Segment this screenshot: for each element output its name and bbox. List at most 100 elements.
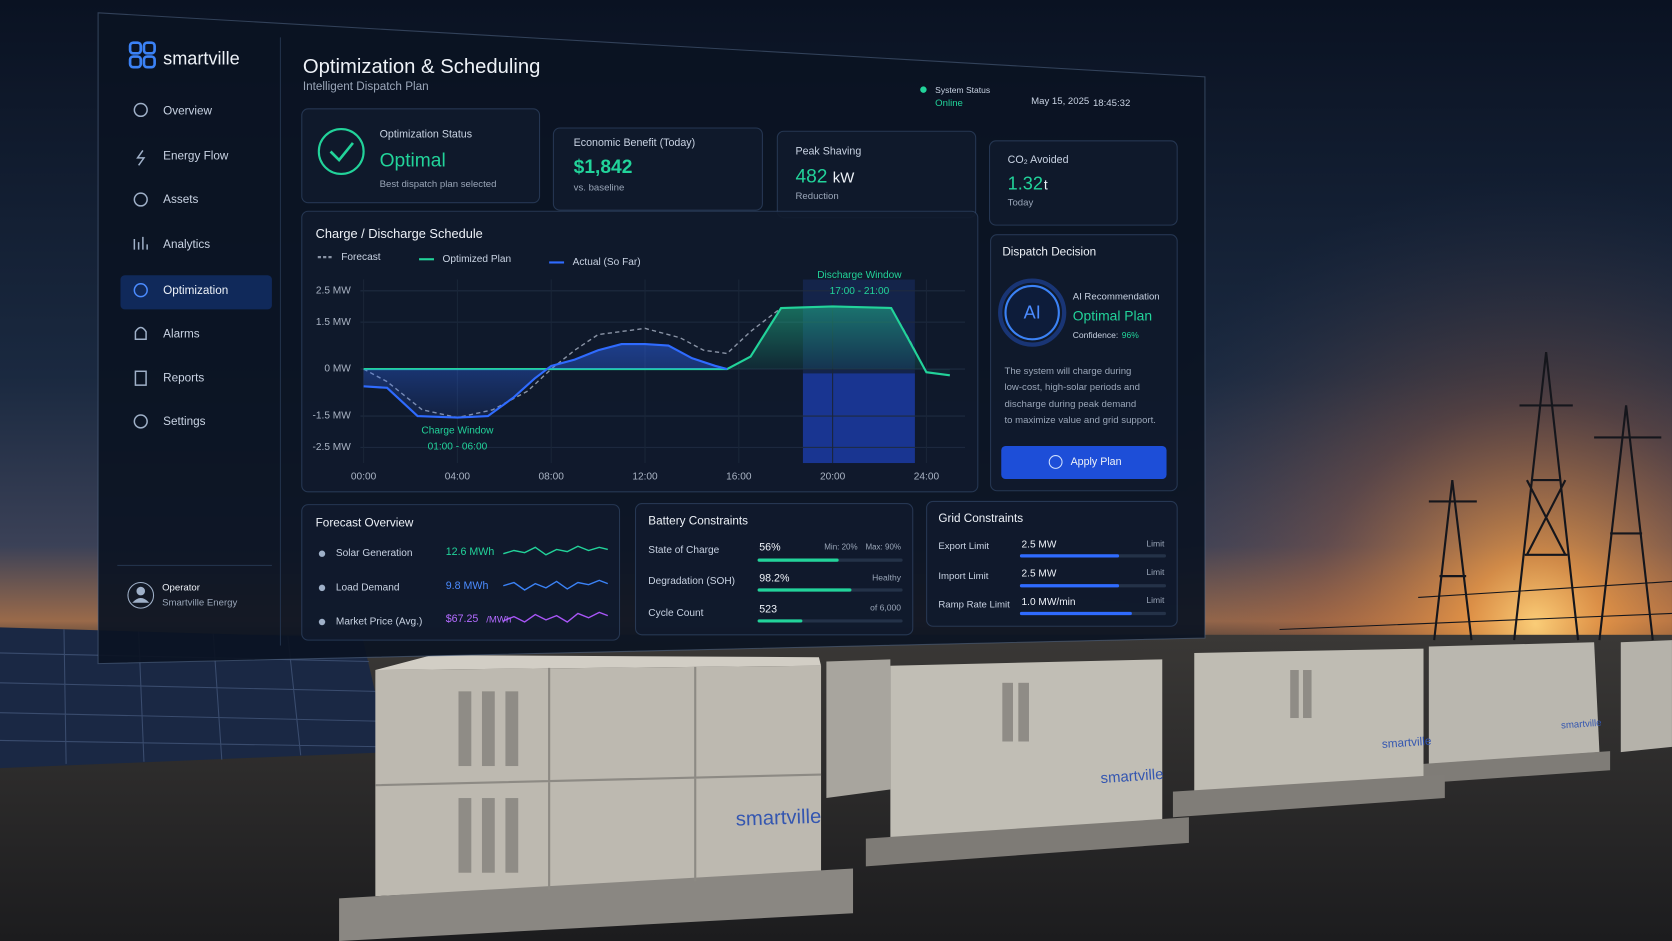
- rect: [301, 504, 621, 641]
- kpi-value: $1,842: [573, 155, 633, 178]
- battery-title: Battery Constraints: [648, 514, 749, 528]
- dispatch-title: Dispatch Decision: [1002, 245, 1097, 259]
- kpi-value: 1.32: [1007, 173, 1043, 194]
- nav-item-active[interactable]: Optimization: [163, 284, 229, 298]
- path: [329, 142, 354, 163]
- circle: [133, 102, 148, 118]
- polyline: [503, 545, 608, 556]
- path: [133, 236, 148, 250]
- ai-badge: AI: [1023, 302, 1041, 323]
- brand: smartville: [163, 48, 240, 69]
- forecast-title: Forecast Overview: [315, 516, 414, 530]
- nav-item[interactable]: Reports: [163, 371, 205, 385]
- y-tick-label: 1.5 MW: [316, 317, 351, 328]
- rect: [481, 691, 495, 767]
- solar-array: [0, 627, 390, 769]
- y-tick-label: 0 MW: [324, 364, 351, 375]
- battery-note: Healthy: [872, 572, 902, 583]
- battery-note: Min: 20%: [824, 542, 858, 552]
- schedule-chart: 2.5 MW 1.5 MW 0 MW -1.5 MW -2.5 MW 00:00 04:00…: [313, 252, 966, 483]
- annotation-range: 17:00 - 21:00: [830, 286, 890, 297]
- nav-active-bg: [120, 275, 272, 310]
- cabinet-logo: smartville: [1099, 764, 1164, 787]
- rect: [458, 691, 472, 767]
- battery-note: of 6,000: [870, 602, 902, 613]
- rect: [1303, 670, 1312, 719]
- path: [1279, 580, 1672, 631]
- kpi-note: Today: [1007, 196, 1034, 208]
- nav-item[interactable]: Assets: [163, 193, 199, 207]
- confidence-label: Confidence:: [1072, 330, 1119, 341]
- circle: [133, 283, 148, 298]
- rect: [1018, 682, 1029, 742]
- nav-item[interactable]: Overview: [163, 105, 213, 118]
- rect: [1290, 670, 1299, 719]
- annotation-title: Charge Window: [421, 426, 494, 437]
- operator-role: Operator: [162, 581, 200, 593]
- grid-label: Export Limit: [938, 540, 990, 552]
- kpi-label: Optimization Status: [379, 129, 473, 141]
- x-tick-label: 00:00: [351, 472, 377, 483]
- nav-item[interactable]: Analytics: [163, 238, 211, 252]
- rect: [301, 108, 541, 204]
- confidence-value: 96%: [1121, 330, 1139, 341]
- kpi-note: Best dispatch plan selected: [379, 178, 497, 190]
- status-dot: [920, 86, 927, 93]
- apply-button-bg[interactable]: [1001, 445, 1167, 480]
- y-tick-label: -2.5 MW: [313, 442, 352, 453]
- path: [132, 597, 150, 603]
- cabinet-logo: smartville: [735, 805, 822, 832]
- y-tick-label: -1.5 MW: [313, 411, 352, 422]
- kpi-unit: kW: [832, 168, 855, 186]
- rect: [142, 41, 156, 55]
- g: [375, 666, 822, 890]
- rect: [1002, 682, 1013, 742]
- discharge-window-shade: [802, 373, 915, 464]
- circle: [127, 581, 155, 609]
- circle: [136, 586, 146, 596]
- description: low-cost, high-solar periods and: [1004, 381, 1140, 393]
- polyline: [503, 579, 609, 591]
- rect: [481, 798, 495, 873]
- nav-item[interactable]: Energy Flow: [163, 149, 229, 163]
- path: [134, 326, 147, 341]
- battery-label: State of Charge: [648, 544, 720, 557]
- battery-value: 56%: [759, 541, 781, 554]
- kpi-unit: t: [1043, 176, 1048, 193]
- rect: [142, 55, 156, 69]
- kpi-label: Economic Benefit (Today): [573, 137, 696, 150]
- polygon: [1172, 774, 1445, 818]
- kpi-value: Optimal: [379, 149, 446, 171]
- page-title: Optimization & Scheduling: [302, 56, 541, 79]
- ai-label: AI Recommendation: [1072, 290, 1160, 302]
- nav-item[interactable]: Settings: [163, 415, 206, 429]
- forecast-label: Solar Generation: [335, 547, 413, 560]
- status-value: Online: [935, 97, 963, 109]
- path: [1428, 479, 1477, 641]
- forecast-label: Market Price (Avg.): [335, 615, 423, 628]
- path: [375, 666, 822, 890]
- circle: [318, 584, 326, 592]
- x-tick-label: 12:00: [632, 472, 658, 483]
- circle: [318, 550, 326, 557]
- date: May 15, 2025: [1031, 95, 1090, 107]
- rect: [505, 691, 519, 767]
- ai-plan: Optimal Plan: [1072, 307, 1153, 324]
- kpi-note: Reduction: [795, 190, 839, 202]
- path: [1594, 405, 1662, 641]
- legend-label: Forecast: [341, 252, 381, 263]
- x-tick-label: 20:00: [820, 472, 846, 483]
- grid-note: Limit: [1146, 595, 1165, 605]
- rect: [128, 41, 143, 55]
- apply-button[interactable]: Apply Plan: [1070, 456, 1122, 469]
- rect: [134, 370, 147, 386]
- nav-item[interactable]: Alarms: [163, 328, 200, 341]
- chart-title: Charge / Discharge Schedule: [315, 226, 483, 242]
- rect: [926, 500, 1178, 627]
- x-tick-label: 08:00: [539, 472, 565, 483]
- rect: [634, 503, 914, 636]
- circle: [1004, 284, 1060, 341]
- time: 18:45:32: [1092, 97, 1131, 109]
- rect: [988, 140, 1178, 226]
